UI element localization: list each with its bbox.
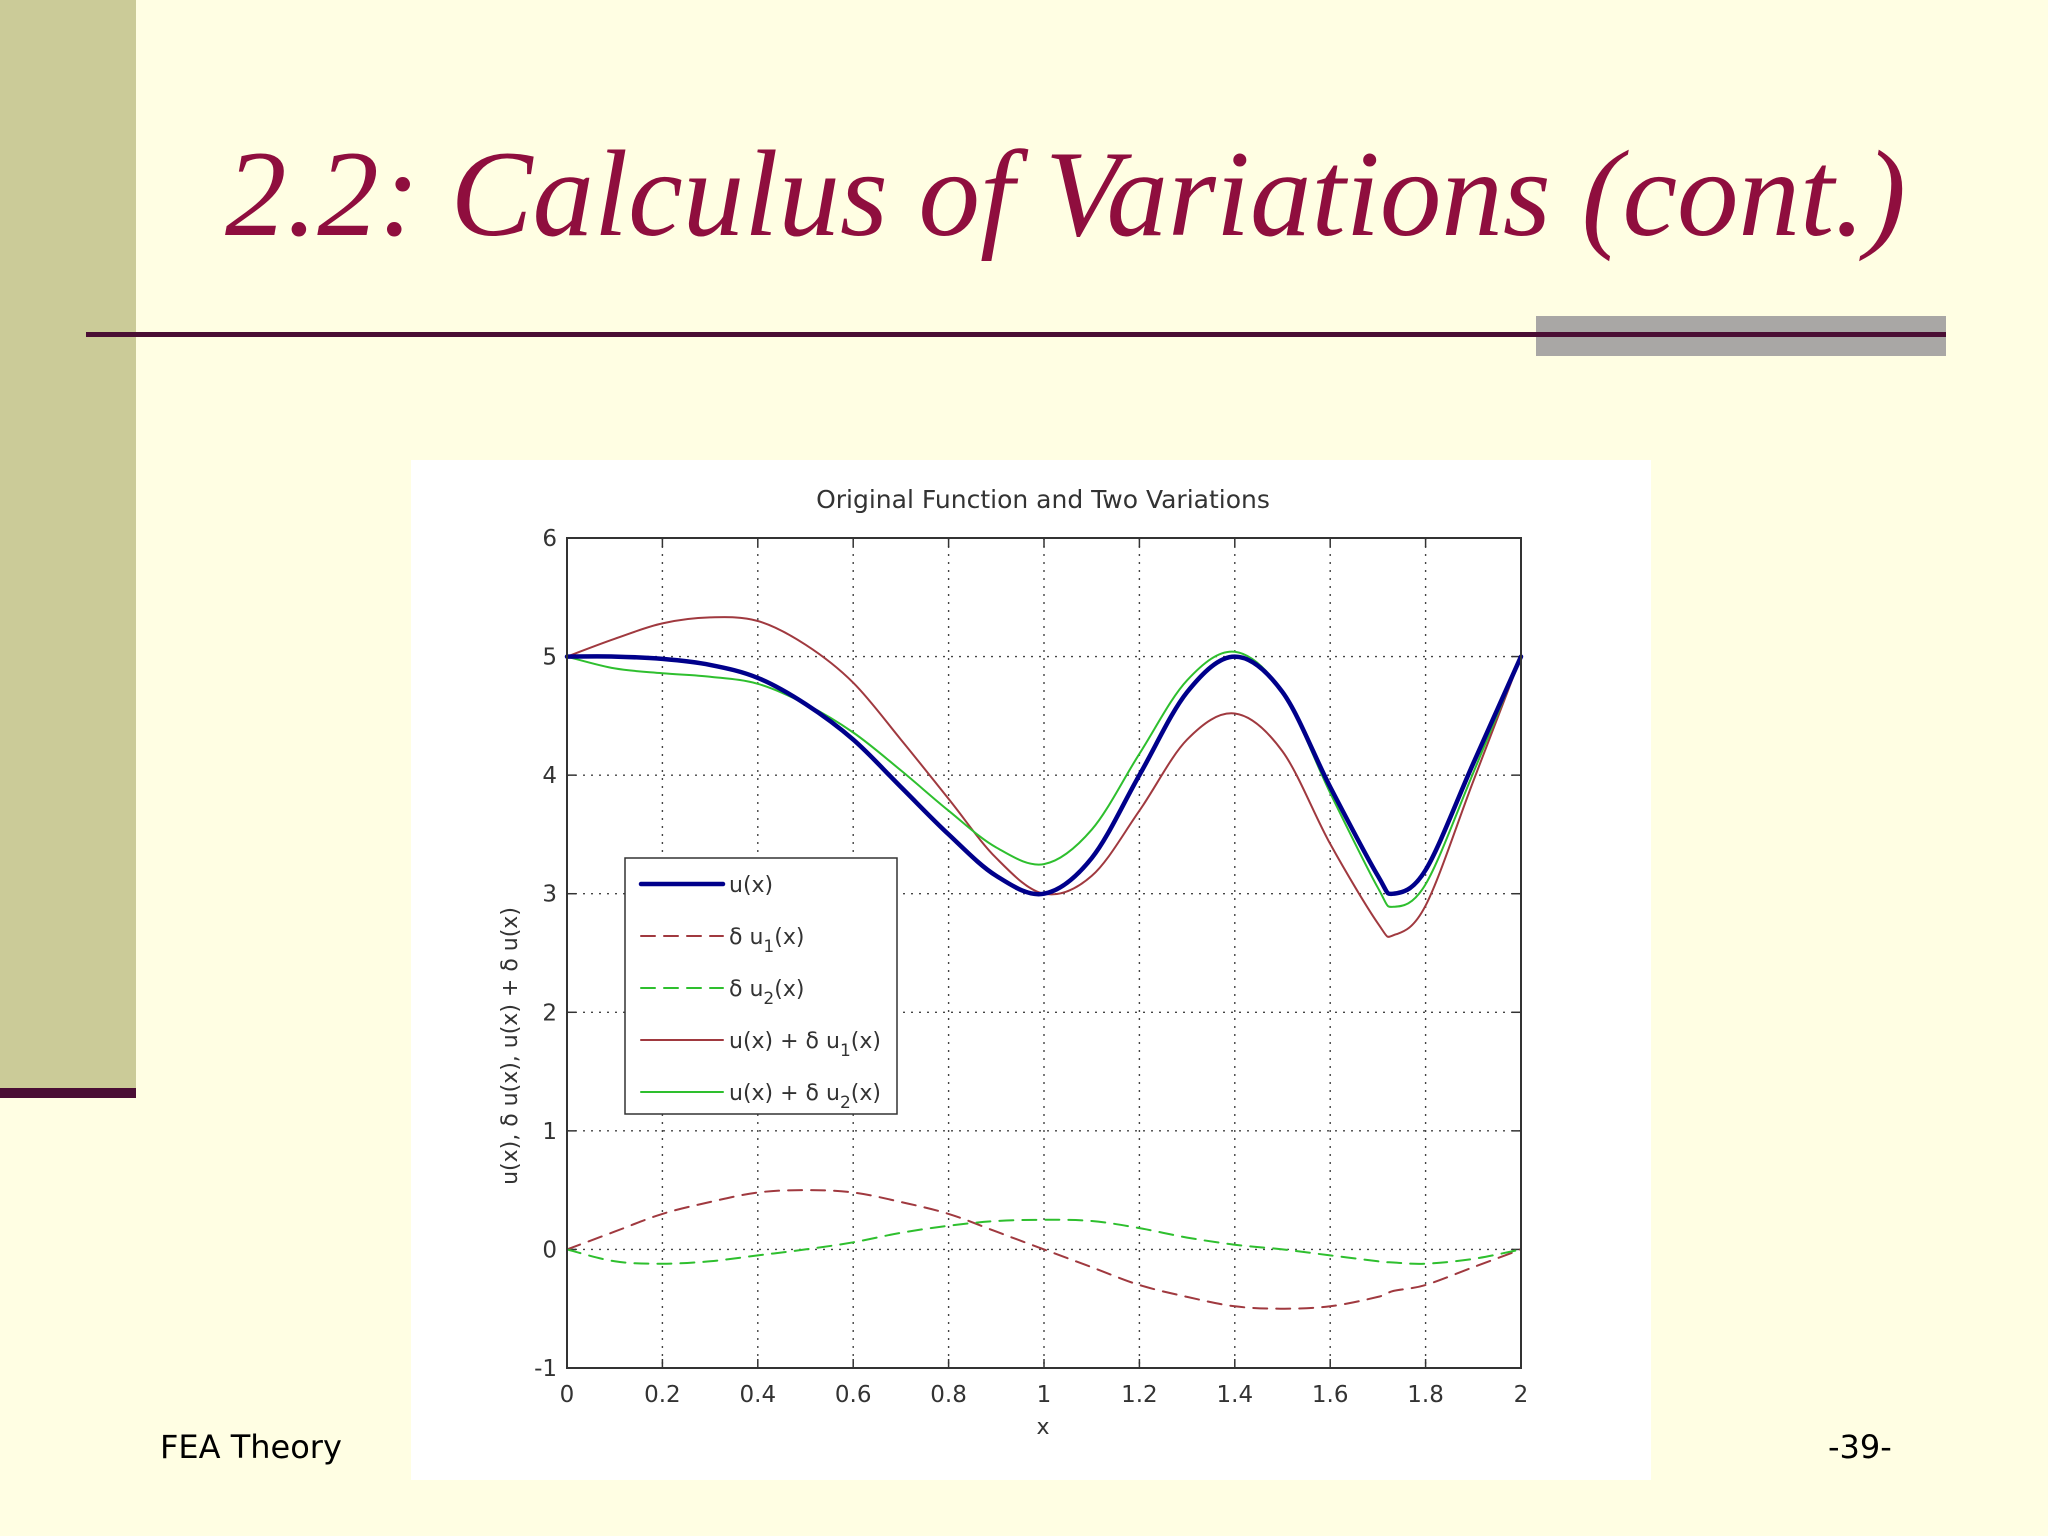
x-tick-label: 0 (560, 1382, 575, 1408)
legend-label-3: δ u2(x) (729, 977, 804, 1009)
footer-label: FEA Theory (160, 1428, 342, 1466)
y-tick-label: 3 (542, 882, 557, 908)
y-tick-label: 4 (542, 763, 557, 789)
y-tick-label: 2 (542, 1000, 557, 1026)
series-group (564, 616, 1524, 1310)
legend-label-4: u(x) + δ u1(x) (729, 1029, 881, 1061)
page-number: -39- (1828, 1428, 1892, 1466)
sidebar-rule (0, 1088, 136, 1098)
x-tick-label: 1.2 (1121, 1382, 1158, 1408)
series-line-4 (566, 616, 1522, 938)
y-tick-label: 1 (542, 1119, 557, 1145)
y-tick-label: 0 (542, 1237, 557, 1263)
y-tick-label: 6 (542, 526, 557, 552)
x-tick-label: 1.8 (1407, 1382, 1444, 1408)
x-tick-label: 1.6 (1312, 1382, 1349, 1408)
chart-title: Original Function and Two Variations (816, 485, 1270, 514)
x-axis-label: x (1036, 1415, 1049, 1440)
legend-label-5: u(x) + δ u2(x) (729, 1081, 881, 1113)
x-tick-label: 1.4 (1217, 1382, 1254, 1408)
series-line-1 (564, 654, 1524, 897)
chart-panel: Original Function and Two Variations x u… (411, 460, 1651, 1480)
title-rule-accent-line (1536, 332, 1946, 337)
slide-title: 2.2: Calculus of Variations (cont.) (225, 125, 1906, 262)
plot-frame (566, 537, 1522, 1369)
legend-label-2: δ u1(x) (729, 925, 804, 957)
line-chart: Original Function and Two Variations x u… (498, 485, 1528, 1440)
y-tick-label: 5 (542, 645, 557, 671)
x-tick-label: 2 (1514, 1382, 1529, 1408)
x-tick-label: 1 (1037, 1382, 1052, 1408)
sidebar-band (0, 0, 136, 1090)
legend-box (624, 857, 898, 1115)
x-tick-label: 0.2 (644, 1382, 681, 1408)
title-rule (86, 332, 1946, 337)
y-axis-label: u(x), δ u(x), u(x) + δ u(x) (498, 907, 523, 1185)
x-tick-label: 0.6 (835, 1382, 872, 1408)
x-tick-label: 0.4 (740, 1382, 777, 1408)
series-line-3 (566, 1218, 1522, 1265)
series-line-2 (566, 1189, 1522, 1310)
legend: u(x) δ u1(x) δ u2(x) u(x) + δ u1(x) u(x) + δ… (624, 857, 898, 1115)
x-tick-label: 0.8 (930, 1382, 967, 1408)
legend-label-1: u(x) (729, 873, 773, 898)
y-tick-label: -1 (534, 1356, 557, 1382)
series-line-5 (566, 650, 1522, 908)
